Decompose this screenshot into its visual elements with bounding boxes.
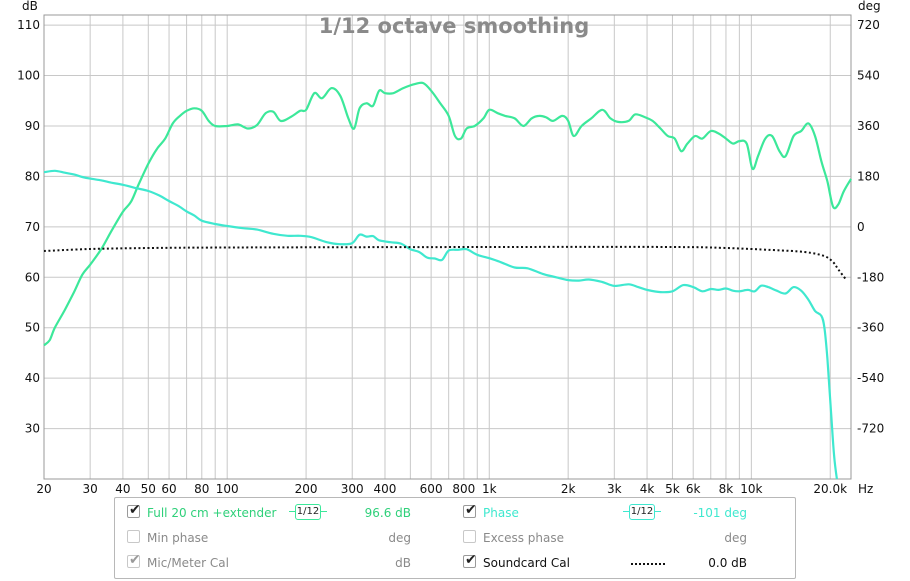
right-tick-label: 0 <box>857 220 865 234</box>
legend-row-cal: ✔ Mic/Meter Cal dB ✔ Soundcard Cal 0.0 d… <box>115 552 795 575</box>
min-phase-label: Min phase <box>147 531 209 545</box>
right-tick-label: -180 <box>857 270 884 284</box>
left-tick-label: 30 <box>25 422 40 436</box>
min-phase-value: deg <box>388 531 411 545</box>
right-tick-label: -720 <box>857 422 884 436</box>
right-tick-label: -360 <box>857 321 884 335</box>
legend-row-spl: ✔ Full 20 cm +extender 1/12 96.6 dB ✔ Ph… <box>127 502 747 520</box>
soundcard-cal-label: Soundcard Cal <box>483 556 570 570</box>
chart-title: 1/12 octave smoothing <box>319 14 590 38</box>
legend-row-minphase: Min phase deg Excess phase deg <box>115 528 795 550</box>
soundcard-cal-checkbox[interactable]: ✔ <box>463 552 477 568</box>
x-tick-label: 20.0k <box>813 482 847 496</box>
spl-cursor-value: 96.6 dB <box>364 506 411 520</box>
right-tick-label: 720 <box>857 18 880 32</box>
check-icon: ✔ <box>129 502 141 518</box>
x-tick-label: 400 <box>374 482 397 496</box>
excess-phase-label: Excess phase <box>483 531 564 545</box>
x-tick-label: 300 <box>341 482 364 496</box>
x-axis-ticks: 20 30 40 50 60 80 100 200 300 400 600 800 1k 2k 3k 4k 5k… <box>36 482 847 496</box>
spl-series-label: Full 20 cm +extender <box>147 506 277 520</box>
smoothing-denominator: 12 <box>306 506 320 517</box>
smoothing-numerator: 1 <box>296 506 304 517</box>
x-tick-label: 20 <box>36 482 51 496</box>
left-axis-ticks: 110 100 90 80 70 60 50 40 30 <box>17 18 40 435</box>
x-tick-label: 60 <box>161 482 176 496</box>
x-axis-unit: Hz <box>858 482 873 496</box>
x-tick-label: 10k <box>740 482 762 496</box>
check-icon: ✔ <box>129 552 141 568</box>
check-icon: ✔ <box>465 552 477 568</box>
x-tick-label: 40 <box>115 482 130 496</box>
x-tick-label: 1k <box>482 482 497 496</box>
x-tick-label: 50 <box>141 482 156 496</box>
grid-lines <box>44 15 851 479</box>
legend-panel: ✔ Full 20 cm +extender 1/12 96.6 dB ✔ Ph… <box>114 497 796 579</box>
left-tick-label: 70 <box>25 220 40 234</box>
min-phase-checkbox[interactable] <box>127 530 140 543</box>
excess-phase-value: deg <box>724 531 747 545</box>
series-lines <box>43 81 852 480</box>
check-icon: ✔ <box>465 502 477 518</box>
right-tick-label: 360 <box>857 119 880 133</box>
mic-cal-value: dB <box>395 556 411 570</box>
x-tick-label: 600 <box>420 482 443 496</box>
x-tick-label: 200 <box>295 482 318 496</box>
phase-series-label: Phase <box>483 506 519 520</box>
x-tick-label: 8k <box>719 482 734 496</box>
plot-frame <box>43 14 852 480</box>
mic-cal-label: Mic/Meter Cal <box>147 556 229 570</box>
left-axis-unit: dB <box>22 0 38 13</box>
x-tick-label: 2k <box>561 482 576 496</box>
smoothing-denominator: 12 <box>640 506 654 517</box>
excess-phase-checkbox[interactable] <box>463 530 476 543</box>
left-tick-label: 40 <box>25 371 40 385</box>
left-tick-label: 90 <box>25 119 40 133</box>
smoothing-numerator: 1 <box>630 506 638 517</box>
frequency-response-chart: 110 100 90 80 70 60 50 40 30 720 540 360 180 0 -180 -3… <box>17 0 884 496</box>
x-tick-label: 80 <box>194 482 209 496</box>
right-axis-unit: deg <box>858 0 881 13</box>
x-tick-label: 5k <box>665 482 680 496</box>
right-tick-label: 180 <box>857 169 880 183</box>
right-axis-ticks: 720 540 360 180 0 -180 -360 -540 -720 <box>857 18 884 435</box>
x-tick-label: 4k <box>640 482 655 496</box>
left-tick-label: 50 <box>25 321 40 335</box>
x-tick-label: 800 <box>452 482 475 496</box>
x-tick-label: 30 <box>83 482 98 496</box>
x-tick-label: 3k <box>607 482 622 496</box>
right-tick-label: -540 <box>857 371 884 385</box>
soundcard-cal-value: 0.0 dB <box>708 556 747 570</box>
x-tick-label: 100 <box>216 482 239 496</box>
spl-checkbox[interactable]: ✔ <box>127 502 141 518</box>
soundcard-cal-line-swatch <box>631 563 665 565</box>
series-line-phase <box>43 169 838 480</box>
left-tick-label: 100 <box>17 69 40 83</box>
phase-cursor-value: -101 deg <box>693 506 747 520</box>
phase-checkbox[interactable]: ✔ <box>463 502 477 518</box>
right-tick-label: 540 <box>857 69 880 83</box>
x-tick-label: 6k <box>686 482 701 496</box>
series-line-full-20-cm-extender <box>43 81 852 347</box>
left-tick-label: 80 <box>25 169 40 183</box>
left-tick-label: 110 <box>17 18 40 32</box>
left-tick-label: 60 <box>25 270 40 284</box>
mic-cal-checkbox[interactable]: ✔ <box>127 552 141 568</box>
